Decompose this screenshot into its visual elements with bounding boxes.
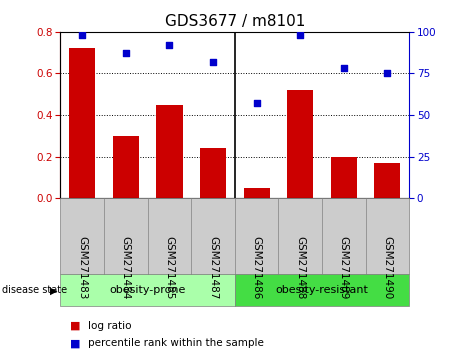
Text: GSM271487: GSM271487 [208,236,218,300]
Text: disease state: disease state [2,285,67,295]
Text: GSM271489: GSM271489 [339,236,349,300]
Text: GSM271485: GSM271485 [165,236,174,300]
Bar [200,148,226,198]
Text: ▶: ▶ [50,285,57,295]
Point [166,42,173,48]
Bar [69,48,95,198]
Text: ■: ■ [70,321,80,331]
Point [122,51,130,56]
Point [79,32,86,38]
Text: obesity-resistant: obesity-resistant [276,285,368,295]
Bar [374,163,400,198]
Text: GSM271483: GSM271483 [77,236,87,300]
Point [384,71,391,76]
Text: ■: ■ [70,338,80,348]
Point [209,59,217,65]
Text: GSM271486: GSM271486 [252,236,262,300]
Text: percentile rank within the sample: percentile rank within the sample [88,338,264,348]
Point [297,32,304,38]
Bar [331,156,357,198]
Bar [287,90,313,198]
Text: GSM271484: GSM271484 [121,236,131,300]
Bar [156,105,182,198]
Text: GSM271490: GSM271490 [382,236,392,299]
Text: GSM271488: GSM271488 [295,236,305,300]
Title: GDS3677 / m8101: GDS3677 / m8101 [165,14,305,29]
Bar [113,136,139,198]
Text: obesity-prone: obesity-prone [109,285,186,295]
Point [253,101,260,106]
Bar [244,188,270,198]
Point [340,65,347,71]
Text: log ratio: log ratio [88,321,132,331]
